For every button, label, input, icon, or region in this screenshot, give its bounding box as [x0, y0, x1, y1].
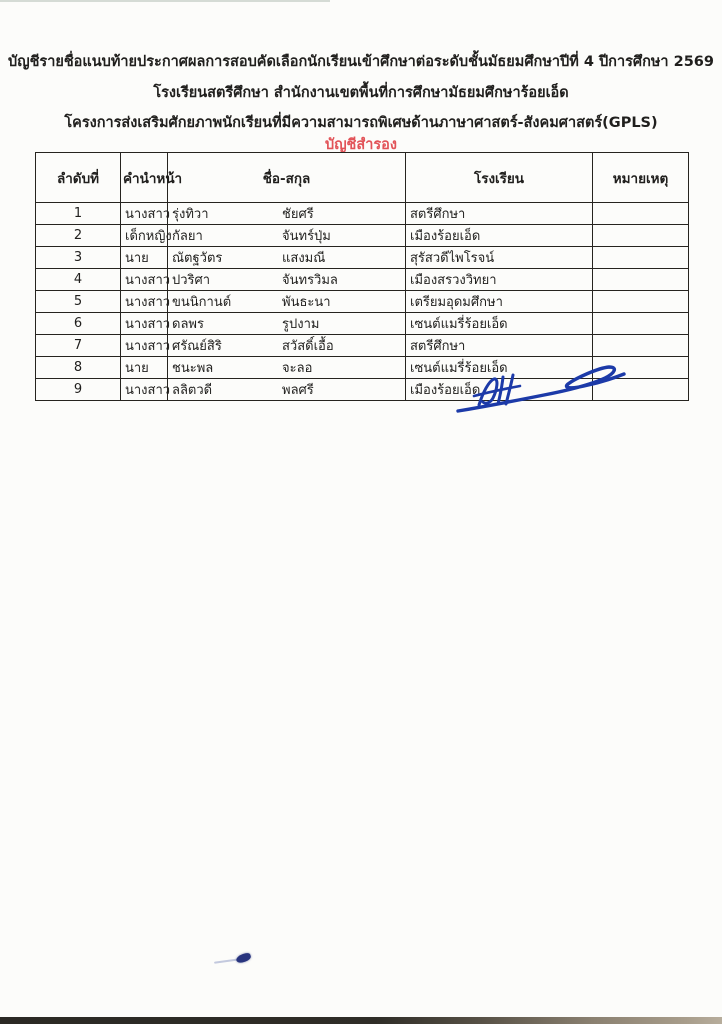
cell-school: เซนต์แมรี่ร้อยเอ็ด [405, 356, 593, 379]
table-body: 1 นางสาว รุ่งทิวา ชัยศรี สตรีศึกษา 2 เด็ก… [35, 202, 689, 401]
cell-title: เด็กหญิง [120, 224, 172, 247]
cell-title: นางสาว [120, 334, 170, 357]
cell-school: เซนต์แมรี่ร้อยเอ็ด [405, 312, 593, 335]
last-name: จะลอ [282, 361, 313, 376]
cell-name: ณัตฐวัตร แสงมณี [167, 246, 406, 269]
cell-name: ศรัณย์สิริ สวัสดิ์เอื้อ [167, 334, 406, 357]
cell-name: ลลิตวดี พลศรี [167, 378, 406, 401]
cell-number: 8 [35, 356, 121, 379]
table-row: 9 นางสาว ลลิตวดี พลศรี เมืองร้อยเอ็ด [35, 378, 689, 401]
first-name: ลลิตวดี [172, 383, 213, 398]
cell-name: ขนนิกานต์ พันธะนา [167, 290, 406, 313]
cell-remarks [592, 268, 689, 291]
cell-title: นางสาว [120, 202, 170, 225]
cell-school: เตรียมอุดมศึกษา [405, 290, 593, 313]
table-row: 5 นางสาว ขนนิกานต์ พันธะนา เตรียมอุดมศึกษ… [35, 290, 689, 313]
first-name: รุ่งทิวา [172, 207, 209, 222]
cell-remarks [592, 246, 689, 269]
cell-title: นางสาว [120, 268, 170, 291]
list-title: บัญชีสำรอง [325, 137, 397, 153]
last-name: รูปงาม [282, 317, 320, 332]
last-name: พันธะนา [282, 295, 331, 310]
column-header-remarks: หมายเหตุ [592, 152, 689, 203]
cell-remarks [592, 378, 689, 401]
cell-school: เมืองร้อยเอ็ด [405, 224, 593, 247]
cell-title: นางสาว [120, 290, 170, 313]
table-row: 3 นาย ณัตฐวัตร แสงมณี สุรัสวดีไพโรจน์ [35, 246, 689, 269]
table-header-row: ลำดับที่ คำนำหน้า ชื่อ-สกุล โรงเรียน หมา… [35, 152, 689, 203]
cell-remarks [592, 224, 689, 247]
last-name: แสงมณี [282, 251, 326, 266]
cell-remarks [592, 356, 689, 379]
cell-name: ปวริศา จันทรวิมล [167, 268, 406, 291]
first-name: ปวริศา [172, 273, 211, 288]
table-row: 8 นาย ชนะพล จะลอ เซนต์แมรี่ร้อยเอ็ด [35, 356, 689, 379]
column-header-school: โรงเรียน [405, 152, 593, 203]
cell-title: นาย [120, 356, 168, 379]
ink-smudge-dot [235, 951, 252, 965]
cell-remarks [592, 334, 689, 357]
last-name: พลศรี [282, 383, 314, 398]
cell-number: 1 [35, 202, 121, 225]
cell-number: 7 [35, 334, 121, 357]
last-name: จันทรวิมล [282, 273, 338, 288]
column-header-number: ลำดับที่ [35, 152, 121, 203]
cell-school: สตรีศึกษา [405, 334, 593, 357]
cell-title: นาย [120, 246, 168, 269]
scan-edge-artifact-top [0, 0, 330, 2]
cell-number: 5 [35, 290, 121, 313]
cell-school: เมืองร้อยเอ็ด [405, 378, 593, 401]
column-header-title: คำนำหน้า [120, 152, 182, 203]
first-name: ดลพร [172, 317, 204, 332]
cell-school: สุรัสวดีไพโรจน์ [405, 246, 593, 269]
first-name: ณัตฐวัตร [172, 251, 223, 266]
cell-number: 3 [35, 246, 121, 269]
table-row: 2 เด็กหญิง กัลยา จันทร์ปุ่ม เมืองร้อยเอ็ด [35, 224, 689, 247]
cell-school: เมืองสรวงวิทยา [405, 268, 593, 291]
table-row: 4 นางสาว ปวริศา จันทรวิมล เมืองสรวงวิทยา [35, 268, 689, 291]
table-row: 6 นางสาว ดลพร รูปงาม เซนต์แมรี่ร้อยเอ็ด [35, 312, 689, 335]
scan-edge-artifact-bottom [0, 1017, 722, 1024]
first-name: ศรัณย์สิริ [172, 339, 222, 354]
cell-remarks [592, 202, 689, 225]
document-title-line-2: โรงเรียนสตรีศึกษา สำนักงานเขตพื้นที่การศ… [153, 85, 569, 101]
table-row: 7 นางสาว ศรัณย์สิริ สวัสดิ์เอื้อ สตรีศึกษ… [35, 334, 689, 357]
cell-title: นางสาว [120, 312, 170, 335]
first-name: ชนะพล [172, 361, 214, 376]
first-name: ขนนิกานต์ [172, 295, 232, 310]
cell-name: รุ่งทิวา ชัยศรี [167, 202, 406, 225]
cell-number: 2 [35, 224, 121, 247]
cell-remarks [592, 290, 689, 313]
cell-number: 4 [35, 268, 121, 291]
cell-name: ดลพร รูปงาม [167, 312, 406, 335]
cell-school: สตรีศึกษา [405, 202, 593, 225]
cell-number: 6 [35, 312, 121, 335]
cell-title: นางสาว [120, 378, 170, 401]
table-row: 1 นางสาว รุ่งทิวา ชัยศรี สตรีศึกษา [35, 202, 689, 225]
document-title-line-1: บัญชีรายชื่อแนบท้ายประกาศผลการสอบคัดเลือ… [8, 54, 714, 70]
cell-name: กัลยา จันทร์ปุ่ม [167, 224, 406, 247]
last-name: จันทร์ปุ่ม [282, 229, 331, 244]
reserve-list-table: ลำดับที่ คำนำหน้า ชื่อ-สกุล โรงเรียน หมา… [35, 152, 689, 401]
first-name: กัลยา [172, 229, 203, 244]
cell-name: ชนะพล จะลอ [167, 356, 406, 379]
last-name: ชัยศรี [282, 207, 314, 222]
document-title-line-3: โครงการส่งเสริมศักยภาพนักเรียนที่มีความส… [64, 115, 658, 131]
last-name: สวัสดิ์เอื้อ [282, 339, 334, 354]
column-header-name: ชื่อ-สกุล [167, 152, 406, 203]
cell-number: 9 [35, 378, 121, 401]
cell-remarks [592, 312, 689, 335]
